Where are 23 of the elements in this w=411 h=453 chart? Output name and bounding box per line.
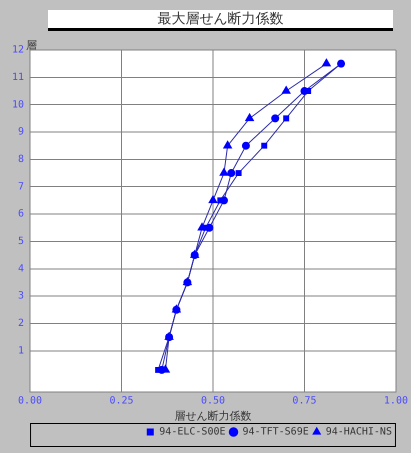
legend-label: 94-TFT-S69E — [242, 426, 309, 438]
y-tick-label: 1 — [18, 345, 24, 356]
chart-title: 最大層せん断力係数 — [48, 10, 393, 31]
x-tick-label: 0.00 — [18, 395, 42, 406]
y-tick-label: 10 — [12, 99, 24, 110]
y-tick-label: 11 — [12, 72, 24, 83]
y-tick-label: 12 — [12, 44, 24, 56]
x-tick-label: 0.50 — [200, 395, 226, 406]
x-tick-label: 0.75 — [292, 395, 317, 406]
y-tick-label: 9 — [18, 126, 24, 138]
y-axis-title: 層 — [26, 38, 37, 53]
legend-label: 94-ELC-S00E — [159, 426, 226, 438]
x-axis-title: 層せん断力係数 — [174, 409, 252, 422]
legend-label: 94-HACHI-NS — [326, 426, 392, 438]
x-tick-label: 1.00 — [384, 395, 408, 406]
y-tick-label: 2 — [18, 318, 24, 330]
y-tick-label: 7 — [18, 181, 24, 192]
y-tick-label: 5 — [18, 236, 24, 247]
y-tick-label: 3 — [18, 290, 24, 302]
y-tick-label: 8 — [18, 154, 24, 165]
y-tick-label: 4 — [18, 263, 24, 274]
x-tick-label: 0.25 — [109, 395, 134, 406]
y-tick-label: 6 — [18, 208, 24, 220]
